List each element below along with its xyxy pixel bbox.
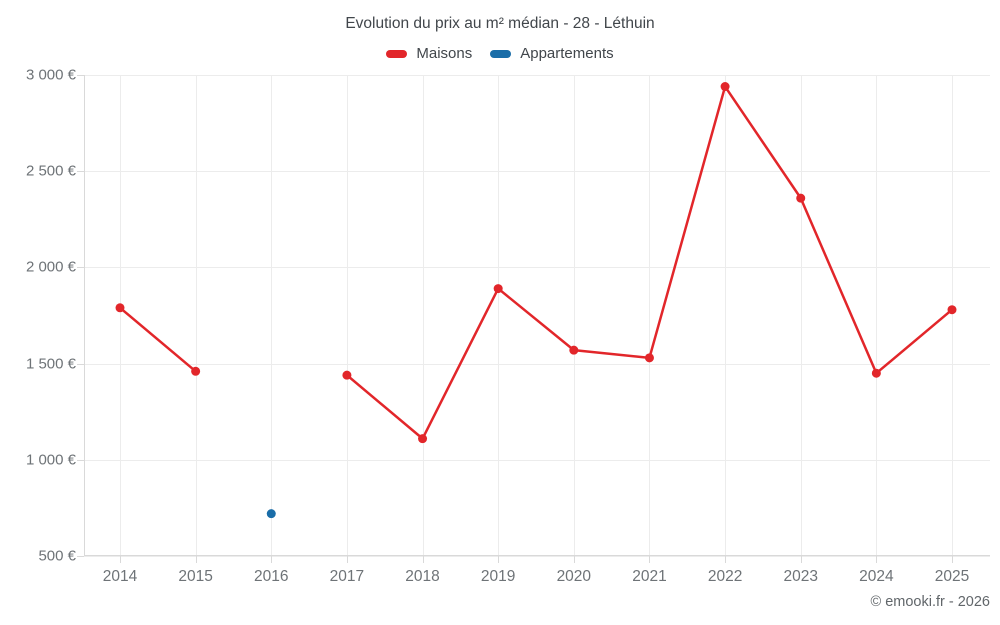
x-axis-label-2019: 2019 xyxy=(480,568,516,585)
data-point-maisons-2019[interactable] xyxy=(493,284,503,294)
legend-item-maisons[interactable]: Maisons xyxy=(386,45,472,62)
data-point-appartements-2016[interactable] xyxy=(266,509,276,519)
x-axis-label-2021: 2021 xyxy=(632,568,667,585)
x-axis-label-2023: 2023 xyxy=(783,568,818,585)
x-axis-label-2016: 2016 xyxy=(254,568,289,585)
x-axis-label-2018: 2018 xyxy=(405,568,440,585)
y-axis-label-3000: 3 000 € xyxy=(25,66,76,84)
plot-area xyxy=(77,75,990,563)
legend-label-maisons: Maisons xyxy=(416,45,473,62)
x-axis-label-2015: 2015 xyxy=(178,568,213,585)
y-axis-label-2500: 2 500 € xyxy=(25,162,76,180)
x-axis-label-2014: 2014 xyxy=(102,568,138,585)
x-axis-label-2020: 2020 xyxy=(556,568,592,585)
data-point-maisons-2018[interactable] xyxy=(418,434,428,444)
x-axis-label-2025: 2025 xyxy=(934,568,970,585)
chart-title: Evolution du prix au m² médian - 28 - Lé… xyxy=(345,15,655,32)
data-point-maisons-2021[interactable] xyxy=(644,353,654,363)
data-point-maisons-2014[interactable] xyxy=(115,303,125,313)
data-point-maisons-2017[interactable] xyxy=(342,370,352,380)
y-axis-label-500: 500 € xyxy=(38,547,76,565)
x-axis-label-2017: 2017 xyxy=(329,568,365,585)
data-point-maisons-2024[interactable] xyxy=(871,368,881,378)
x-axis-label-2024: 2024 xyxy=(859,568,894,585)
y-axis-label-1000: 1 000 € xyxy=(25,451,76,469)
y-axis-label-2000: 2 000 € xyxy=(25,258,76,276)
appartements-color-swatch xyxy=(490,49,512,58)
data-point-maisons-2022[interactable] xyxy=(720,82,730,92)
data-point-maisons-2023[interactable] xyxy=(796,193,806,203)
y-axis-label-1500: 1 500 € xyxy=(25,355,76,373)
legend: Maisons Appartements xyxy=(0,45,1000,62)
legend-item-appartements[interactable]: Appartements xyxy=(490,45,614,62)
data-point-maisons-2015[interactable] xyxy=(191,366,201,376)
maisons-color-swatch xyxy=(386,49,408,58)
data-point-maisons-2025[interactable] xyxy=(947,305,957,315)
data-point-maisons-2020[interactable] xyxy=(569,345,579,355)
copyright: © emooki.fr - 2026 xyxy=(870,594,990,610)
x-axis-label-2022: 2022 xyxy=(707,568,743,585)
legend-label-appartements: Appartements xyxy=(520,45,614,62)
line-maisons xyxy=(119,306,197,373)
